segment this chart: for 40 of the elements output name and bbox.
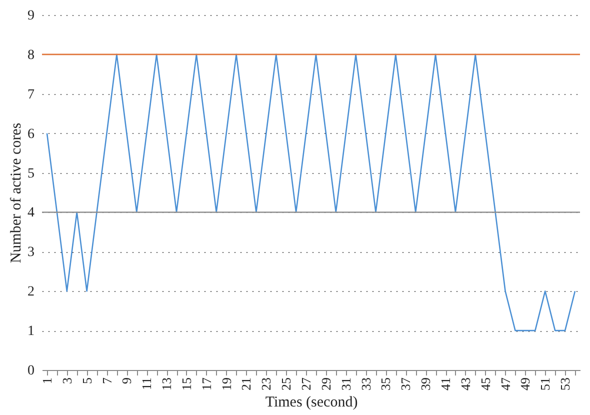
x-tick-label: 17 — [198, 377, 214, 390]
x-tick-label: 3 — [59, 378, 74, 384]
y-tick-label: 8 — [28, 48, 34, 63]
y-tick-label: 2 — [28, 284, 34, 300]
x-axis-title: Times (second) — [265, 394, 358, 410]
x-tick-label: 31 — [338, 378, 354, 390]
x-tick-label: 47 — [498, 377, 513, 390]
y-tick-label: 6 — [28, 126, 34, 142]
y-tick-label: 7 — [28, 87, 34, 102]
x-tick-label: 25 — [278, 378, 294, 390]
x-tick-label: 39 — [418, 378, 434, 390]
x-tick-label: 41 — [438, 378, 453, 390]
y-tick-label: 0 — [28, 364, 34, 378]
x-tick-label: 29 — [318, 378, 334, 390]
x-tick-label: 13 — [159, 378, 174, 390]
x-tick-label: 45 — [478, 378, 493, 390]
x-tick-label: 15 — [178, 378, 194, 390]
x-tick-label: 5 — [79, 378, 94, 384]
x-tick-label: 23 — [258, 378, 274, 390]
x-tick-label: 27 — [298, 377, 314, 390]
y-axis-title: Number of active cores — [8, 122, 24, 264]
x-tick-label: 49 — [518, 378, 533, 390]
x-tick-label: 35 — [378, 378, 394, 390]
x-tick-label: 9 — [119, 378, 134, 384]
x-tick-label: 37 — [398, 377, 414, 390]
y-tick-label: 9 — [28, 8, 34, 24]
y-tick-label: 4 — [28, 206, 34, 221]
x-tick-label: 1 — [39, 378, 54, 384]
x-tick-label: 19 — [218, 378, 234, 390]
x-tick-label: 51 — [538, 378, 553, 390]
y-tick-label: 5 — [28, 166, 34, 182]
x-tick-label: 7 — [99, 377, 114, 384]
x-tick-label: 33 — [358, 378, 374, 390]
x-tick-label: 53 — [558, 378, 573, 390]
x-tick-label: 43 — [458, 378, 473, 390]
y-tick-label: 3 — [28, 245, 34, 260]
x-tick-label: 11 — [139, 378, 154, 390]
line-series — [46, 54, 576, 332]
y-tick-label: 1 — [28, 324, 34, 340]
x-tick-label: 21 — [238, 378, 254, 390]
